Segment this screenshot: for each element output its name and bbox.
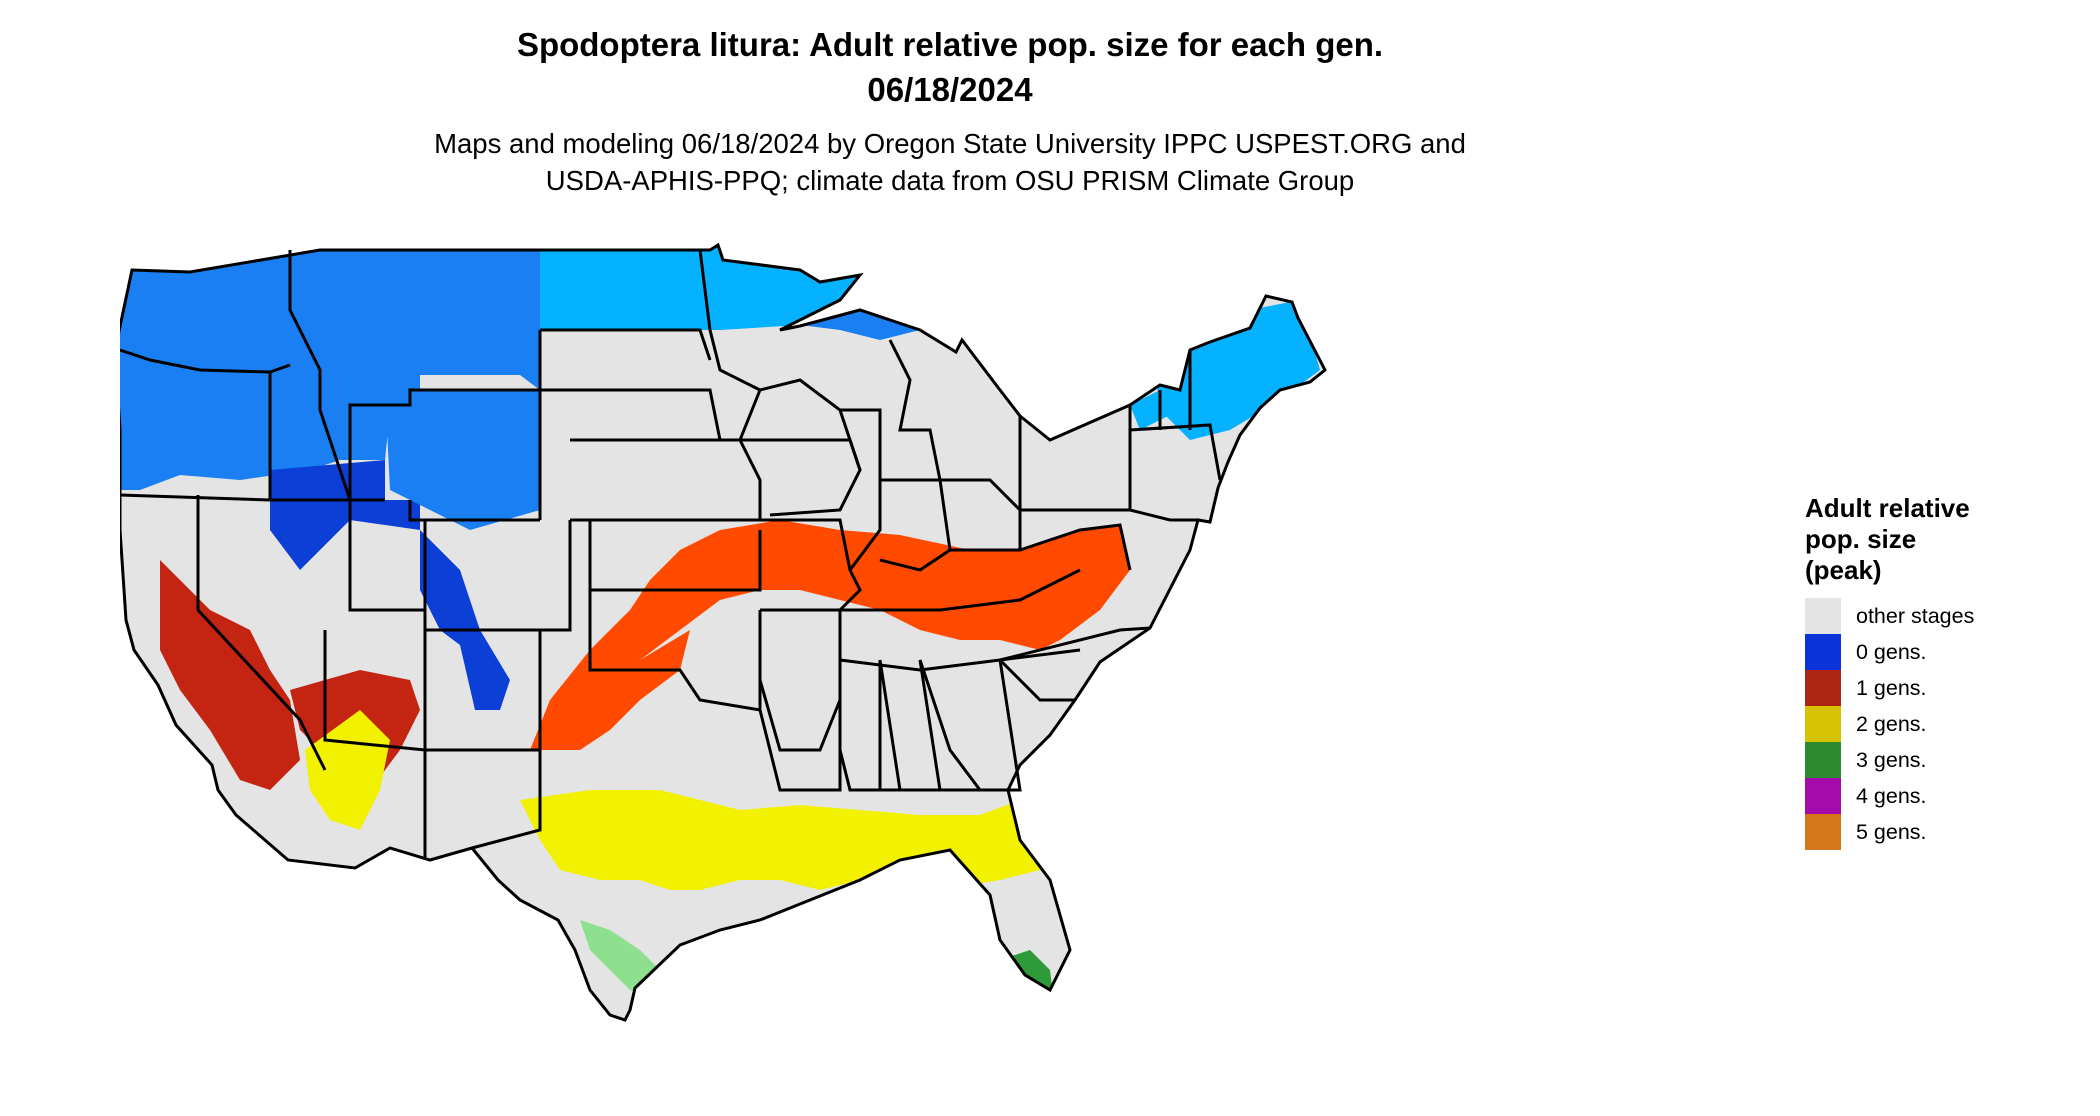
legend-swatch: [1805, 598, 1841, 634]
gen3-region-texas: [580, 920, 660, 1000]
gen0-region-rockies: [270, 460, 510, 710]
legend-label: 0 gens.: [1856, 639, 1927, 664]
legend-item: 4 gens.: [1805, 778, 2085, 814]
legend-label: 1 gens.: [1856, 675, 1927, 700]
legend-item: other stages: [1805, 598, 2085, 634]
gen1-region-california: [160, 560, 300, 790]
legend-swatch: [1805, 670, 1841, 706]
legend-label: other stages: [1856, 603, 1975, 628]
legend-swatch: [1805, 814, 1841, 850]
legend-swatch: [1805, 634, 1841, 670]
map-title-line1: Spodoptera litura: Adult relative pop. s…: [516, 26, 1384, 63]
legend-item: 1 gens.: [1805, 670, 2085, 706]
legend-item: 2 gens.: [1805, 706, 2085, 742]
legend-label: 2 gens.: [1856, 711, 1927, 736]
map-legend: Adult relative pop. size (peak) other st…: [1805, 493, 2085, 850]
map-subtitle-line2: USDA-APHIS-PPQ; climate data from OSU PR…: [545, 165, 1355, 196]
legend-swatch: [1805, 742, 1841, 778]
legend-item: 5 gens.: [1805, 814, 2085, 850]
gen1-region-band: [530, 520, 1130, 750]
legend-label: 5 gens.: [1856, 819, 1927, 844]
legend-label: 4 gens.: [1856, 783, 1927, 808]
legend-swatch: [1805, 778, 1841, 814]
map-subtitle-line1: Maps and modeling 06/18/2024 by Oregon S…: [434, 128, 1466, 159]
gen0-region-colorado: [385, 390, 540, 530]
legend-item: 3 gens.: [1805, 742, 2085, 778]
gen1-region-south: [560, 630, 690, 750]
gen4-region-keys: [980, 1075, 1035, 1102]
legend-title: Adult relative pop. size (peak): [1805, 493, 1970, 585]
legend-label: 3 gens.: [1856, 747, 1927, 772]
legend-swatch: [1805, 706, 1841, 742]
map-title-line2: 06/18/2024: [867, 71, 1033, 108]
state-borders: [120, 242, 1327, 1022]
legend-item: 0 gens.: [1805, 634, 2085, 670]
us-population-map: [120, 242, 1327, 1102]
gen0-region-northeast: [1150, 300, 1320, 440]
